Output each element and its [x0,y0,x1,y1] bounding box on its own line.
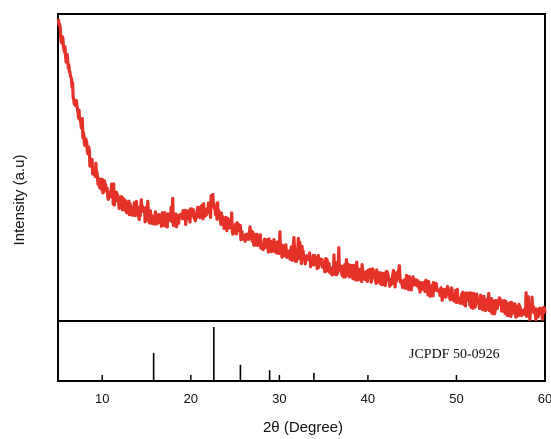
x-tick-label: 60 [538,391,551,406]
y-axis-title: Intensity (a.u) [11,155,28,246]
x-axis-title: 2θ (Degree) [263,419,343,436]
x-tick-label: 50 [449,391,463,406]
x-tick-label: 10 [95,391,109,406]
x-tick-label: 20 [184,391,198,406]
upper-panel [57,13,546,322]
x-tick-label: 40 [361,391,375,406]
upper-panel-frame [57,13,546,322]
reference-peaks [152,327,315,381]
reference-label: JCPDF 50-0926 [409,347,500,362]
x-axis-ticks: 10 20 30 40 50 60 [95,375,551,406]
x-tick-label: 30 [272,391,286,406]
xrd-pattern-line [56,18,547,322]
lower-panel-frame [57,320,546,382]
lower-panel [57,320,546,382]
